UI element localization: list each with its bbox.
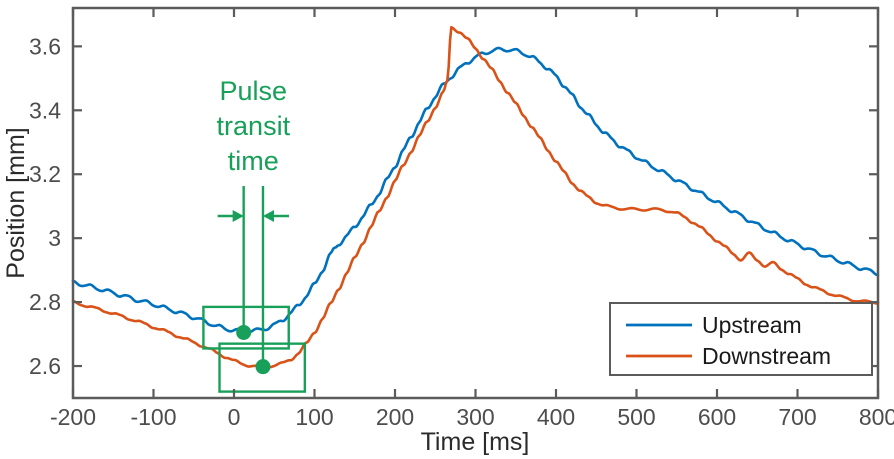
series-line-upstream [71, 46, 880, 335]
axis-tick-labels: -200 -100 0 100 200 300 400 500 600 700 800 2.6 2.8 3… [29, 33, 894, 430]
y-tick-label: 3 [48, 225, 61, 251]
x-tick-label: 100 [295, 404, 333, 430]
legend-label-downstream[interactable]: Downstream [702, 343, 831, 369]
y-tick-label: 2.6 [29, 353, 61, 379]
x-tick-label: -200 [50, 404, 96, 430]
legend-box [609, 302, 873, 376]
left-arrow-head [232, 210, 244, 222]
x-tick-label: -100 [130, 404, 176, 430]
upstream-minimum-box [202, 305, 290, 350]
x-axis-title: Time [ms] [421, 428, 530, 456]
y-tick-label: 2.8 [29, 289, 61, 315]
y-tick-label: 3.6 [29, 33, 61, 59]
legend-label-upstream[interactable]: Upstream [702, 312, 802, 338]
x-tick-label: 700 [778, 404, 816, 430]
downstream-minimum-marker [255, 359, 271, 375]
right-arrow-head [262, 210, 274, 222]
annotation-group: Pulse transit time [202, 76, 307, 393]
pulse-transit-time-label: Pulse transit time [217, 76, 291, 176]
x-tick-label: 800 [859, 404, 894, 430]
y-tick-label: 3.4 [29, 97, 61, 123]
y-axis-title: Position [mm] [2, 127, 30, 278]
x-tick-label: 200 [376, 404, 414, 430]
x-tick-label: 400 [537, 404, 575, 430]
x-tick-label: 0 [228, 404, 241, 430]
x-tick-label: 300 [456, 404, 494, 430]
upstream-minimum-marker [236, 324, 252, 340]
x-tick-label: 500 [617, 404, 655, 430]
y-tick-label: 3.2 [29, 161, 61, 187]
x-tick-label: 600 [698, 404, 736, 430]
axis-ticks [71, 8, 880, 398]
legend[interactable]: Upstream Downstream [609, 302, 873, 376]
